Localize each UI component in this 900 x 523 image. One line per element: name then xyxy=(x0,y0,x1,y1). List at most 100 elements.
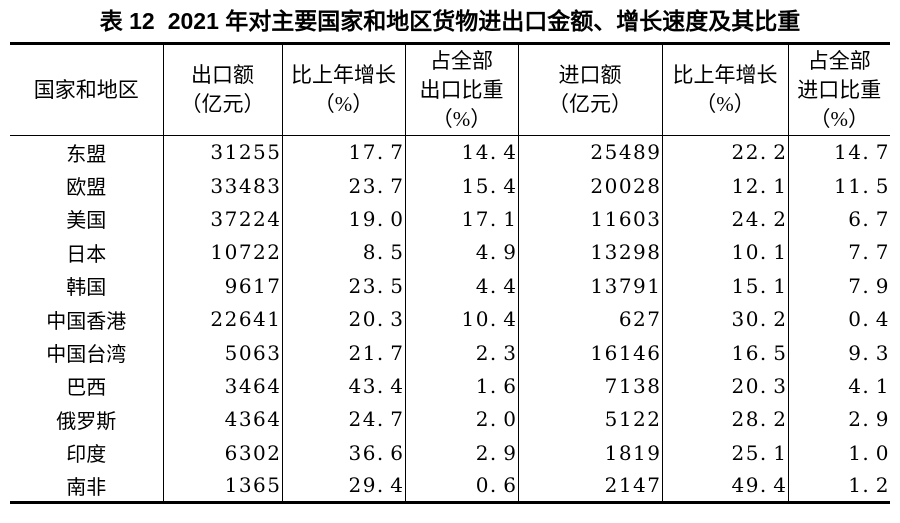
cell-export-amount: 5063 xyxy=(162,335,282,370)
table-row: 美国 37224 19. 0 17. 1 11603 24. 2 6. 7 xyxy=(10,202,890,236)
cell-import-share: 1. 2 xyxy=(787,469,890,503)
cell-import-share: 0. 4 xyxy=(787,302,890,336)
cell-region: 巴西 xyxy=(66,377,107,400)
cell-export-amount: 9617 xyxy=(162,269,282,303)
cell-export-amount: 1365 xyxy=(162,469,282,503)
cell-import-amount: 1819 xyxy=(517,436,662,470)
table-row: 欧盟 33483 23. 7 15. 4 20028 12. 1 11. 5 xyxy=(10,168,890,203)
cell-export-amount: 33483 xyxy=(162,168,282,203)
cell-export-growth: 43. 4 xyxy=(281,369,405,403)
col-header-import-amount: 进口额 （亿元） xyxy=(517,43,662,136)
cell-import-amount: 11603 xyxy=(517,202,662,236)
table-label: 表 12 xyxy=(99,8,155,34)
cell-import-share: 4. 1 xyxy=(787,369,890,403)
cell-import-share: 7. 9 xyxy=(787,269,890,303)
cell-export-share: 4. 4 xyxy=(404,269,518,303)
cell-export-growth: 19. 0 xyxy=(281,202,405,236)
table-row: 俄罗斯 4364 24. 7 2. 0 5122 28. 2 2. 9 xyxy=(10,402,890,437)
col-header-import-growth: 比上年增长 （%） xyxy=(661,43,788,136)
cell-region: 美国 xyxy=(66,210,107,233)
trade-table: 国家和地区 出口额 （亿元） 比上年增长 （%） 占全部 出口比重 （%） 进口额 （亿… xyxy=(10,42,890,505)
cell-export-growth: 29. 4 xyxy=(281,469,405,503)
table-title: 表 12 2021 年对主要国家和地区货物进出口金额、增长速度及其比重 xyxy=(0,0,900,36)
cell-export-amount: 3464 xyxy=(162,369,282,403)
cell-region: 俄罗斯 xyxy=(56,410,117,433)
col-header-region: 国家和地区 xyxy=(10,43,163,136)
cell-import-amount: 627 xyxy=(517,302,662,336)
cell-export-growth: 36. 6 xyxy=(281,436,405,470)
cell-export-amount: 31255 xyxy=(162,135,282,169)
cell-export-amount: 37224 xyxy=(162,202,282,236)
table-row: 巴西 3464 43. 4 1. 6 7138 20. 3 4. 1 xyxy=(10,369,890,403)
cell-export-amount: 4364 xyxy=(162,402,282,437)
cell-export-share: 10. 4 xyxy=(404,302,518,336)
header-row: 国家和地区 出口额 （亿元） 比上年增长 （%） 占全部 出口比重 （%） 进口额 （亿… xyxy=(10,43,890,136)
cell-export-share: 0. 6 xyxy=(404,469,518,503)
cell-region: 韩国 xyxy=(66,277,107,300)
col-header-export-growth: 比上年增长 （%） xyxy=(281,43,405,136)
col-header-import-share: 占全部 进口比重 （%） xyxy=(787,43,890,136)
cell-import-amount: 2147 xyxy=(517,469,662,503)
cell-region: 日本 xyxy=(66,243,107,266)
cell-export-amount: 6302 xyxy=(162,436,282,470)
cell-import-share: 11. 5 xyxy=(787,168,890,203)
col-header-export-amount: 出口额 （亿元） xyxy=(162,43,282,136)
cell-import-amount: 20028 xyxy=(517,168,662,203)
table-title-text: 2021 年对主要国家和地区货物进出口金额、增长速度及其比重 xyxy=(167,8,801,34)
cell-import-growth: 10. 1 xyxy=(661,235,788,270)
table-body: 东盟 31255 17. 7 14. 4 25489 22. 2 14. 7 欧盟 33483 2… xyxy=(10,135,890,503)
cell-export-growth: 17. 7 xyxy=(281,135,405,169)
cell-import-share: 6. 7 xyxy=(787,202,890,236)
cell-import-growth: 28. 2 xyxy=(661,402,788,437)
table-row: 南非 1365 29. 4 0. 6 2147 49. 4 1. 2 xyxy=(10,469,890,503)
cell-export-share: 15. 4 xyxy=(404,168,518,203)
table-row: 中国台湾 5063 21. 7 2. 3 16146 16. 5 9. 3 xyxy=(10,335,890,370)
cell-import-growth: 16. 5 xyxy=(661,335,788,370)
cell-export-amount: 10722 xyxy=(162,235,282,270)
cell-import-growth: 24. 2 xyxy=(661,202,788,236)
cell-region: 中国台湾 xyxy=(46,344,127,367)
cell-export-growth: 20. 3 xyxy=(281,302,405,336)
cell-import-growth: 25. 1 xyxy=(661,436,788,470)
cell-export-share: 4. 9 xyxy=(404,235,518,270)
cell-import-growth: 22. 2 xyxy=(661,135,788,169)
cell-import-growth: 30. 2 xyxy=(661,302,788,336)
cell-import-share: 1. 0 xyxy=(787,436,890,470)
table-row: 印度 6302 36. 6 2. 9 1819 25. 1 1. 0 xyxy=(10,436,890,470)
cell-export-growth: 24. 7 xyxy=(281,402,405,437)
cell-export-share: 1. 6 xyxy=(404,369,518,403)
cell-export-growth: 23. 5 xyxy=(281,269,405,303)
cell-export-growth: 21. 7 xyxy=(281,335,405,370)
cell-export-share: 14. 4 xyxy=(404,135,518,169)
cell-export-amount: 22641 xyxy=(162,302,282,336)
cell-export-share: 2. 0 xyxy=(404,402,518,437)
cell-export-share: 2. 3 xyxy=(404,335,518,370)
cell-import-amount: 7138 xyxy=(517,369,662,403)
cell-import-growth: 49. 4 xyxy=(661,469,788,503)
cell-import-amount: 13791 xyxy=(517,269,662,303)
cell-import-share: 9. 3 xyxy=(787,335,890,370)
cell-region: 东盟 xyxy=(66,143,107,166)
cell-export-share: 17. 1 xyxy=(404,202,518,236)
table-row: 东盟 31255 17. 7 14. 4 25489 22. 2 14. 7 xyxy=(10,135,890,169)
cell-import-growth: 12. 1 xyxy=(661,168,788,203)
cell-export-growth: 8. 5 xyxy=(281,235,405,270)
cell-import-amount: 5122 xyxy=(517,402,662,437)
cell-region: 欧盟 xyxy=(66,177,107,200)
cell-region: 印度 xyxy=(66,444,107,467)
table-row: 韩国 9617 23. 5 4. 4 13791 15. 1 7. 9 xyxy=(10,269,890,303)
cell-region: 中国香港 xyxy=(46,310,127,333)
cell-export-growth: 23. 7 xyxy=(281,168,405,203)
table-row: 日本 10722 8. 5 4. 9 13298 10. 1 7. 7 xyxy=(10,235,890,270)
cell-import-growth: 20. 3 xyxy=(661,369,788,403)
col-header-export-share: 占全部 出口比重 （%） xyxy=(404,43,518,136)
cell-import-share: 14. 7 xyxy=(787,135,890,169)
table-row: 中国香港 22641 20. 3 10. 4 627 30. 2 0. 4 xyxy=(10,302,890,336)
cell-import-amount: 16146 xyxy=(517,335,662,370)
cell-import-growth: 15. 1 xyxy=(661,269,788,303)
cell-import-share: 2. 9 xyxy=(787,402,890,437)
cell-export-share: 2. 9 xyxy=(404,436,518,470)
cell-import-amount: 25489 xyxy=(517,135,662,169)
cell-import-share: 7. 7 xyxy=(787,235,890,270)
